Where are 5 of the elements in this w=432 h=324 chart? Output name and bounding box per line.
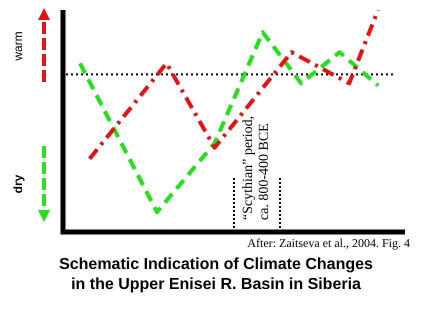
text: Schematic Indication of Climate Changes in the Upper Enisei R. Basin in Siberia bbox=[58, 255, 374, 295]
legend-label: warm bbox=[11, 31, 25, 61]
annotation: “Scythian” period, ca. 800-400 BCE bbox=[241, 116, 273, 220]
legend-label: dry bbox=[11, 174, 25, 194]
text: After: Zaitseva et al., 2004. Fig. 4 bbox=[247, 236, 410, 251]
